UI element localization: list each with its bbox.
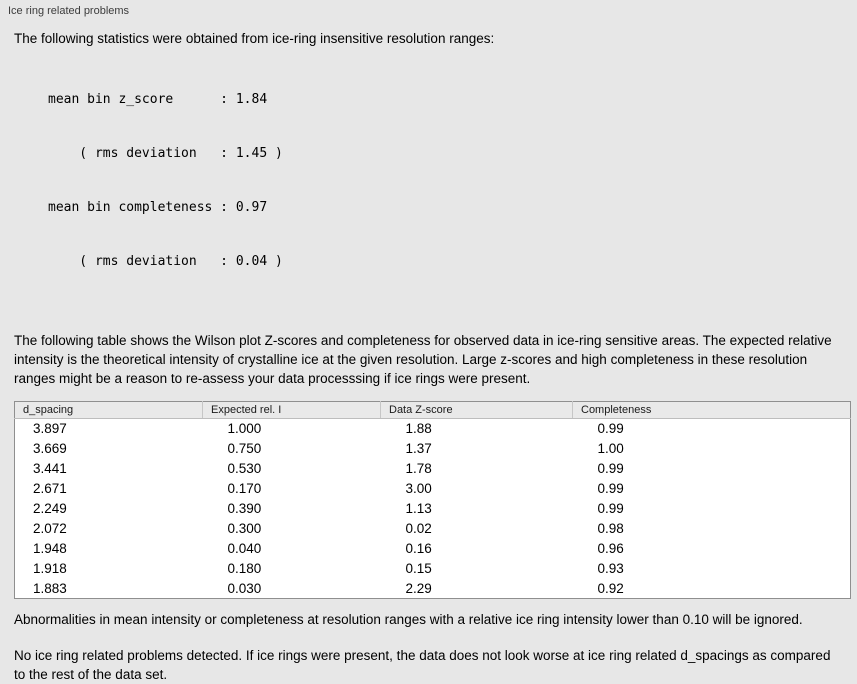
table-cell: 3.00 (405, 481, 432, 496)
table-cell: 0.99 (597, 421, 624, 437)
table-cell: 1.00 (597, 441, 624, 456)
table-cell: 1.000 (227, 421, 262, 437)
table-row[interactable]: 2.249 0.390 1.13 0.99 (15, 499, 851, 519)
table-cell: 0.180 (227, 561, 262, 576)
table-cell: 2.072 (33, 521, 67, 536)
table-cell: 0.15 (405, 561, 432, 576)
table-cell: 3.669 (33, 441, 67, 456)
table-cell: 3.441 (33, 461, 67, 476)
stat-line-rms-z: ( rms deviation : 1.45 ) (48, 146, 283, 161)
column-header-expected-rel-i: Expected rel. I (202, 401, 381, 419)
stat-line-mean-completeness: mean bin completeness : 0.97 (48, 200, 268, 215)
table-row[interactable]: 1.918 0.180 0.15 0.93 (15, 559, 851, 579)
table-row[interactable]: 1.948 0.040 0.16 0.96 (15, 539, 851, 559)
table-row[interactable]: 1.883 0.030 2.29 0.92 (15, 579, 851, 599)
table-cell: 0.030 (227, 580, 262, 596)
intro-text: The following statistics were obtained f… (14, 31, 495, 46)
panel-content: The following statistics were obtained f… (0, 29, 857, 684)
column-header-completeness: Completeness (572, 401, 851, 419)
column-header-data-z-score: Data Z-score (380, 401, 573, 419)
table-cell: 2.29 (405, 580, 432, 596)
table-row[interactable]: 2.072 0.300 0.02 0.98 (15, 519, 851, 539)
table-cell: 1.948 (33, 541, 67, 556)
table-cell: 1.883 (33, 580, 67, 596)
table-row[interactable]: 2.671 0.170 3.00 0.99 (15, 479, 851, 499)
table-cell: 0.16 (405, 541, 432, 556)
table-cell: 0.390 (227, 501, 262, 516)
conclusion-text: No ice ring related problems detected. I… (14, 648, 831, 682)
table-body: 3.897 1.000 1.88 0.99 3.669 0.750 1.37 1.00 3.44… (15, 419, 851, 599)
ice-ring-table: d_spacing Expected rel. I Data Z-score C… (14, 401, 851, 599)
table-cell: 0.02 (405, 521, 432, 536)
table-row[interactable]: 3.897 1.000 1.88 0.99 (15, 419, 851, 439)
table-cell: 0.170 (227, 481, 262, 496)
column-header-d-spacing: d_spacing (14, 401, 203, 419)
table-cell: 1.13 (405, 501, 432, 516)
ice-ring-table-container: d_spacing Expected rel. I Data Z-score C… (14, 401, 851, 599)
table-cell: 1.37 (405, 441, 432, 456)
table-cell: 1.88 (405, 421, 432, 437)
table-cell: 0.530 (227, 461, 262, 476)
stats-block: mean bin z_score : 1.84 ( rms deviation … (48, 55, 845, 307)
table-cell: 0.300 (227, 521, 262, 536)
table-cell: 0.96 (597, 541, 624, 556)
table-cell: 3.897 (33, 421, 67, 437)
table-header-row: d_spacing Expected rel. I Data Z-score C… (14, 401, 851, 419)
table-cell: 2.249 (33, 501, 67, 516)
table-cell: 0.99 (597, 481, 624, 496)
table-cell: 2.671 (33, 481, 67, 496)
table-cell: 0.99 (597, 461, 624, 476)
table-cell: 0.040 (227, 541, 262, 556)
table-cell: 0.99 (597, 501, 624, 516)
table-cell: 0.98 (597, 521, 624, 536)
table-cell: 0.92 (597, 580, 624, 596)
table-cell: 0.93 (597, 561, 624, 576)
panel-title: Ice ring related problems (8, 5, 130, 17)
table-row[interactable]: 3.441 0.530 1.78 0.99 (15, 459, 851, 479)
stat-line-mean-z: mean bin z_score : 1.84 (48, 92, 268, 107)
table-row[interactable]: 3.669 0.750 1.37 1.00 (15, 439, 851, 459)
table-cell: 1.78 (405, 461, 432, 476)
table-cell: 1.918 (33, 561, 67, 576)
table-description: The following table shows the Wilson plo… (14, 333, 832, 386)
ignore-note-text: Abnormalities in mean intensity or compl… (14, 612, 803, 627)
stat-line-rms-completeness: ( rms deviation : 0.04 ) (48, 254, 283, 269)
table-cell: 0.750 (227, 441, 262, 456)
